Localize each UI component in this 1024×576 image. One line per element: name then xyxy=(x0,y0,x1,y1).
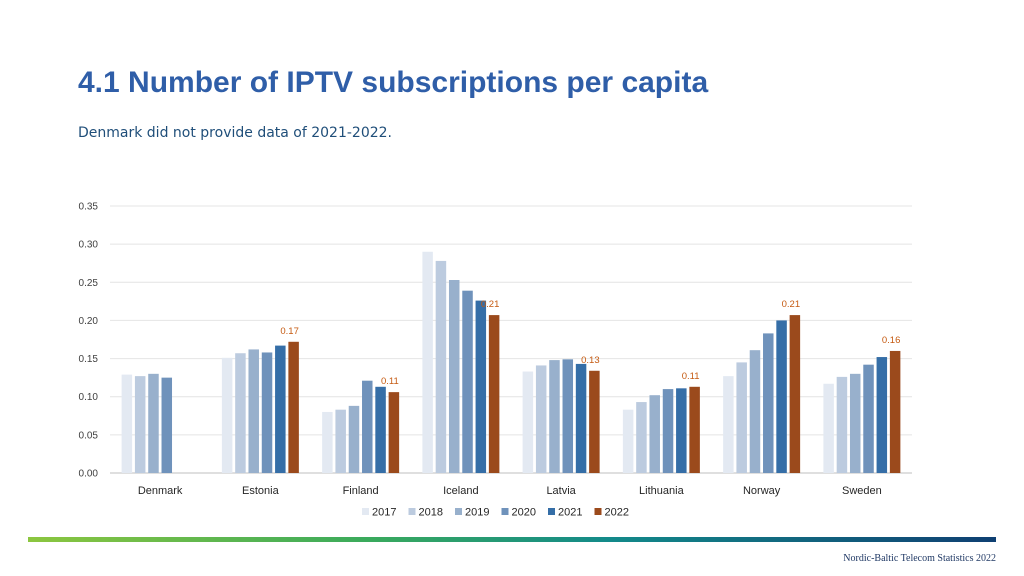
bar-2022 xyxy=(889,350,901,473)
bar-2019 xyxy=(849,373,861,473)
bar-2022 xyxy=(789,315,801,473)
bar-2018 xyxy=(134,376,146,473)
footer-gradient-bar xyxy=(28,537,996,542)
y-tick-label: 0.00 xyxy=(79,469,99,480)
data-label: 0.16 xyxy=(882,335,901,346)
legend-swatch-2021 xyxy=(548,508,555,515)
y-tick-label: 0.15 xyxy=(79,354,99,365)
bar-2018 xyxy=(235,353,246,473)
footer-source: Nordic-Baltic Telecom Statistics 2022 xyxy=(843,553,996,564)
legend-label: 2022 xyxy=(605,507,629,519)
data-label: 0.21 xyxy=(481,299,500,310)
bar-2020 xyxy=(763,333,774,473)
legend-label: 2019 xyxy=(465,507,489,519)
x-tick-label: Norway xyxy=(743,485,781,497)
bar-chart: 0.00 0.05 0.10 0.15 0.20 0.25 0.30 0.35 Denmark 0… xyxy=(79,202,912,519)
legend-label: 2021 xyxy=(558,507,582,519)
bar-2022 xyxy=(488,315,500,473)
bar-2021 xyxy=(475,300,487,473)
bar-2020 xyxy=(863,364,874,473)
legend-swatch-2022 xyxy=(594,508,602,515)
x-tick-label: Latvia xyxy=(546,485,576,497)
y-tick-label: 0.30 xyxy=(79,240,99,251)
legend-label: 2018 xyxy=(419,507,443,519)
bar-2021 xyxy=(676,388,687,473)
x-tick-label: Sweden xyxy=(842,485,882,497)
bar-2022 xyxy=(388,392,400,473)
x-tick-label: Finland xyxy=(343,485,379,497)
bar-2022 xyxy=(288,341,299,473)
bar-2020 xyxy=(362,380,373,473)
bar-2019 xyxy=(248,349,259,473)
bar-2018 xyxy=(736,362,747,473)
bar-2021 xyxy=(375,386,386,473)
bar-2019 xyxy=(448,279,460,473)
legend-label: 2020 xyxy=(512,507,536,519)
bar-2020 xyxy=(562,359,574,473)
data-label: 0.11 xyxy=(682,371,700,382)
bar-2020 xyxy=(261,352,273,473)
x-tick-label: Denmark xyxy=(138,485,183,497)
y-tick-label: 0.05 xyxy=(79,430,99,441)
bar-2017 xyxy=(522,371,534,473)
bar-2019 xyxy=(749,350,761,473)
bar-2019 xyxy=(649,395,660,473)
bar-2021 xyxy=(776,320,787,473)
data-label: 0.13 xyxy=(581,355,600,366)
bar-2017 xyxy=(221,357,233,473)
x-tick-label: Iceland xyxy=(443,485,478,497)
y-tick-label: 0.20 xyxy=(79,316,99,327)
bar-2019 xyxy=(549,360,560,473)
legend-label: 2017 xyxy=(372,507,396,519)
bar-2021 xyxy=(575,363,587,473)
legend-swatch-2019 xyxy=(455,508,462,515)
bar-2017 xyxy=(723,376,734,473)
bar-2019 xyxy=(348,405,360,473)
bar-2018 xyxy=(535,365,547,473)
bar-2017 xyxy=(622,409,634,473)
bar-2018 xyxy=(836,376,848,473)
bar-2017 xyxy=(121,374,133,473)
legend-swatch-2018 xyxy=(408,508,416,515)
bar-2020 xyxy=(662,389,674,473)
bar-2022 xyxy=(589,370,600,473)
y-tick-label: 0.10 xyxy=(79,392,99,403)
page-subtitle: Denmark did not provide data of 2021-202… xyxy=(78,125,393,141)
data-label: 0.11 xyxy=(381,376,399,387)
bar-2022 xyxy=(689,386,700,473)
x-tick-label: Estonia xyxy=(242,485,280,497)
bar-2020 xyxy=(161,377,173,473)
data-label: 0.17 xyxy=(280,326,299,337)
bar-2017 xyxy=(322,411,333,473)
legend-swatch-2020 xyxy=(501,508,509,515)
bar-2017 xyxy=(422,251,433,473)
bar-2019 xyxy=(148,373,159,473)
bar-2018 xyxy=(335,409,346,473)
legend-swatch-2017 xyxy=(362,508,369,515)
bar-2018 xyxy=(435,260,447,473)
page-title: 4.1 Number of IPTV subscriptions per cap… xyxy=(78,66,709,99)
data-label: 0.21 xyxy=(782,299,801,310)
y-tick-label: 0.35 xyxy=(79,202,99,213)
bar-2018 xyxy=(636,402,647,473)
x-tick-label: Lithuania xyxy=(639,485,685,497)
y-tick-label: 0.25 xyxy=(79,278,99,289)
bar-2021 xyxy=(275,345,286,473)
bar-2017 xyxy=(823,383,834,473)
bar-2021 xyxy=(876,357,888,473)
bar-2020 xyxy=(462,290,473,473)
